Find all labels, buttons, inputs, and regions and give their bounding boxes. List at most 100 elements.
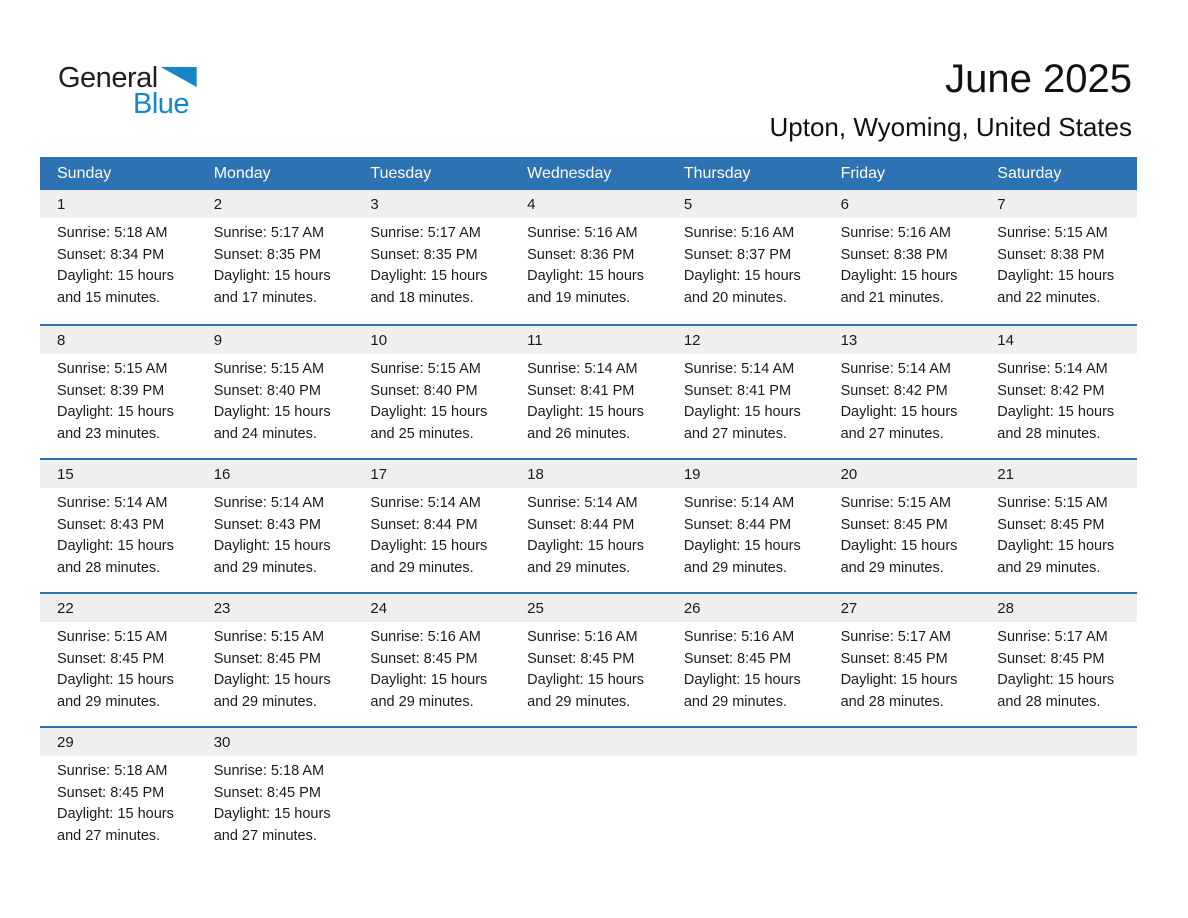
day-cell: Sunrise: 5:14 AM Sunset: 8:44 PM Dayligh… [510,488,667,579]
sunset-text: Sunset: 8:40 PM [370,382,478,399]
sunrise-text: Sunrise: 5:15 AM [57,629,168,645]
sunrise-text: Sunrise: 5:14 AM [57,495,168,511]
day-content-row: Sunrise: 5:18 AM Sunset: 8:45 PM Dayligh… [40,756,1137,847]
day-content-row: Sunrise: 5:15 AM Sunset: 8:39 PM Dayligh… [40,354,1137,445]
week-row: 22 23 24 25 26 27 28 Sunrise: 5:15 AM Sunset: 8… [40,592,1137,726]
daylight-text: Daylight: 15 hours and 27 minutes. [683,404,801,442]
day-number: 20 [840,465,858,483]
day-cell: Sunrise: 5:16 AM Sunset: 8:36 PM Dayligh… [510,218,667,309]
day-number: 8 [57,331,66,349]
day-number: 23 [213,599,231,617]
sunrise-text: Sunrise: 5:16 AM [527,225,638,241]
sunset-text: Sunset: 8:43 PM [57,516,165,533]
day-cell: Sunrise: 5:15 AM Sunset: 8:38 PM Dayligh… [980,218,1137,309]
empty-day-cell [510,756,667,847]
sunrise-text: Sunrise: 5:15 AM [997,225,1108,241]
daylight-text: Daylight: 15 hours and 24 minutes. [213,404,331,442]
daylight-text: Daylight: 15 hours and 28 minutes. [840,672,958,710]
empty-day-cell [980,756,1137,847]
sunrise-text: Sunrise: 5:16 AM [683,629,795,645]
day-cell: Sunrise: 5:15 AM Sunset: 8:45 PM Dayligh… [197,622,354,713]
daylight-text: Daylight: 15 hours and 17 minutes. [213,268,331,306]
empty-day-cell [353,756,510,847]
daylight-text: Daylight: 15 hours and 25 minutes. [370,404,488,442]
day-cell: Sunrise: 5:15 AM Sunset: 8:45 PM Dayligh… [980,488,1137,579]
sunset-text: Sunset: 8:44 PM [527,516,635,533]
location-subtitle: Upton, Wyoming, United States [769,112,1133,142]
sunrise-text: Sunrise: 5:14 AM [527,495,638,511]
sunrise-text: Sunrise: 5:14 AM [370,495,481,511]
sunset-text: Sunset: 8:37 PM [683,246,792,263]
weekday-header-row: Sunday Monday Tuesday Wednesday Thursday… [40,157,1137,190]
daylight-text: Daylight: 15 hours and 28 minutes. [997,672,1115,710]
sunrise-text: Sunrise: 5:17 AM [370,225,481,241]
month-title: June 2025 [945,57,1132,101]
empty-day-cell [667,756,824,847]
daylight-text: Daylight: 15 hours and 18 minutes. [370,268,488,306]
sunrise-text: Sunrise: 5:17 AM [213,225,325,241]
day-number: 24 [370,599,388,617]
day-cell: Sunrise: 5:16 AM Sunset: 8:45 PM Dayligh… [667,622,824,713]
logo-line-1: General [58,64,197,93]
sunset-text: Sunset: 8:45 PM [527,650,635,667]
sunrise-text: Sunrise: 5:14 AM [683,495,795,511]
daylight-text: Daylight: 15 hours and 27 minutes. [840,404,958,442]
day-cell: Sunrise: 5:14 AM Sunset: 8:43 PM Dayligh… [197,488,354,579]
daylight-text: Daylight: 15 hours and 29 minutes. [57,672,174,710]
day-cell: Sunrise: 5:14 AM Sunset: 8:44 PM Dayligh… [667,488,824,579]
daylight-text: Daylight: 15 hours and 28 minutes. [997,404,1115,442]
logo-text-blue: Blue [133,88,190,120]
sunset-text: Sunset: 8:45 PM [370,650,478,667]
day-number: 15 [57,465,74,483]
daylight-text: Daylight: 15 hours and 29 minutes. [213,672,331,710]
day-cell: Sunrise: 5:14 AM Sunset: 8:42 PM Dayligh… [980,354,1137,445]
empty-day-cell [824,756,981,847]
day-number: 16 [213,465,231,483]
daylight-text: Daylight: 15 hours and 29 minutes. [370,672,488,710]
day-number: 2 [213,195,223,213]
sunrise-text: Sunrise: 5:15 AM [997,495,1108,511]
daylight-text: Daylight: 15 hours and 29 minutes. [683,538,801,576]
daylight-text: Daylight: 15 hours and 21 minutes. [840,268,958,306]
sunset-text: Sunset: 8:34 PM [57,246,165,263]
sunset-text: Sunset: 8:45 PM [997,650,1105,667]
daylight-text: Daylight: 15 hours and 29 minutes. [213,538,331,576]
day-number: 28 [997,599,1014,617]
sunset-text: Sunset: 8:45 PM [683,650,792,667]
day-number-band: 15 16 17 18 19 20 21 [40,460,1137,488]
day-number: 5 [683,195,693,213]
day-number-band: 8 9 10 11 12 13 14 [40,326,1137,354]
sunrise-text: Sunrise: 5:15 AM [213,629,325,645]
sunset-text: Sunset: 8:45 PM [57,650,165,667]
day-number-band: 22 23 24 25 26 27 28 [40,594,1137,622]
daylight-text: Daylight: 15 hours and 26 minutes. [527,404,645,442]
daylight-text: Daylight: 15 hours and 29 minutes. [840,538,958,576]
day-cell: Sunrise: 5:16 AM Sunset: 8:38 PM Dayligh… [824,218,981,309]
sunset-text: Sunset: 8:45 PM [57,784,165,801]
sunrise-text: Sunrise: 5:14 AM [840,361,951,377]
weekday-tuesday: Tuesday [370,164,432,182]
day-cell: Sunrise: 5:18 AM Sunset: 8:34 PM Dayligh… [40,218,197,309]
day-cell: Sunrise: 5:15 AM Sunset: 8:40 PM Dayligh… [353,354,510,445]
sunset-text: Sunset: 8:39 PM [57,382,165,399]
day-number: 22 [57,599,74,617]
day-number: 9 [213,331,223,349]
sunset-text: Sunset: 8:41 PM [527,382,635,399]
daylight-text: Daylight: 15 hours and 27 minutes. [57,806,174,844]
daylight-text: Daylight: 15 hours and 15 minutes. [57,268,174,306]
day-cell: Sunrise: 5:17 AM Sunset: 8:45 PM Dayligh… [824,622,981,713]
sunrise-text: Sunrise: 5:14 AM [683,361,795,377]
day-cell: Sunrise: 5:15 AM Sunset: 8:40 PM Dayligh… [197,354,354,445]
sunset-text: Sunset: 8:45 PM [213,784,321,801]
sunset-text: Sunset: 8:44 PM [683,516,792,533]
week-row: 1 2 3 4 5 6 7 Sunrise: 5:18 AM Sunset: 8:34 PM … [40,190,1137,324]
day-number: 19 [683,465,701,483]
day-number: 12 [683,331,701,349]
day-number: 21 [997,465,1014,483]
sunrise-text: Sunrise: 5:18 AM [57,225,168,241]
weekday-thursday: Thursday [683,164,751,182]
sunset-text: Sunset: 8:43 PM [213,516,321,533]
sunrise-text: Sunrise: 5:16 AM [840,225,951,241]
sunrise-text: Sunrise: 5:18 AM [57,763,168,779]
